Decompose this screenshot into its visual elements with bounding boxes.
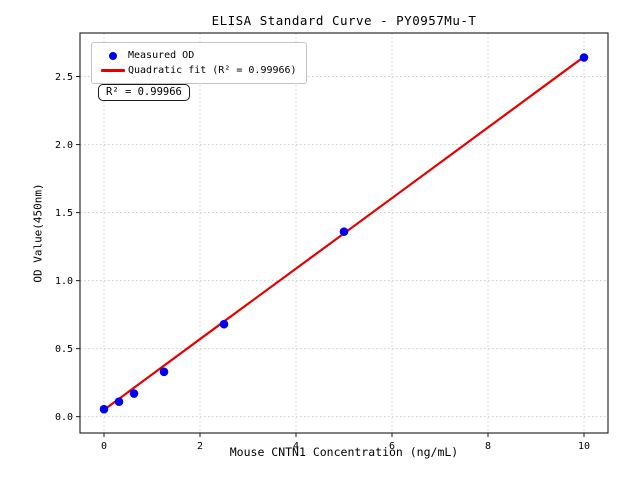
red-line-marker-icon: [101, 69, 125, 72]
data-point: [219, 319, 229, 329]
legend-marker-cell: [98, 51, 128, 60]
data-point: [159, 367, 169, 377]
legend-item-quadratic-fit: Quadratic fit (R² = 0.99966): [98, 63, 297, 78]
y-axis-label: OD Value(450nm): [31, 183, 45, 283]
x-tick-label: 8: [485, 441, 491, 452]
chart-title: ELISA Standard Curve - PY0957Mu-T: [211, 13, 477, 28]
y-tick-label: 1.5: [55, 208, 73, 219]
y-tick-label: 2.5: [55, 72, 73, 83]
data-point: [579, 53, 589, 62]
legend-marker-cell: [98, 69, 128, 72]
plot-border: [79, 32, 609, 434]
x-axis-label: Mouse CNTN1 Concentration (ng/mL): [229, 445, 459, 459]
legend-item-measured-od: Measured OD: [98, 48, 297, 63]
y-tick-label: 0.5: [55, 344, 73, 355]
blue-dot-marker-icon: [109, 51, 117, 60]
data-point: [129, 389, 139, 398]
x-tick-label: 6: [389, 441, 395, 452]
y-tick-label: 1.0: [55, 276, 73, 287]
x-tick-label: 10: [578, 441, 590, 452]
r-squared-annotation: R² = 0.99966: [98, 84, 190, 101]
x-tick-label: 2: [197, 441, 203, 452]
data-point: [114, 397, 124, 407]
x-tick-label: 0: [101, 441, 107, 452]
legend-label-quadratic-fit: Quadratic fit (R² = 0.99966): [128, 65, 297, 76]
y-tick-label: 2.0: [55, 140, 73, 151]
legend: Measured OD Quadratic fit (R² = 0.99966): [91, 42, 307, 84]
x-tick-label: 4: [293, 441, 299, 452]
legend-label-measured-od: Measured OD: [128, 50, 195, 61]
data-point: [339, 227, 349, 236]
data-point: [99, 404, 109, 414]
y-tick-label: 0.0: [55, 412, 73, 423]
